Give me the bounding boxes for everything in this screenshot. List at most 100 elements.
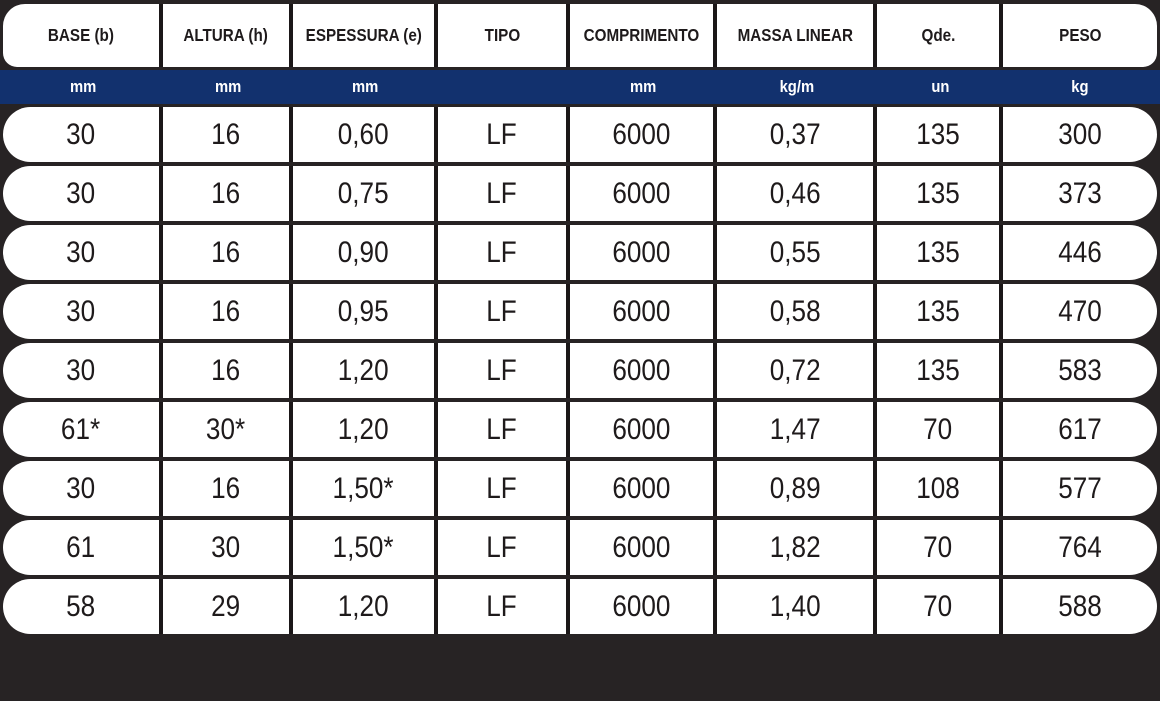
table-cell-label: LF — [486, 589, 518, 623]
table-cell-label: 0,89 — [769, 471, 821, 505]
table-cell-label: 30 — [66, 235, 96, 269]
table-cell: LF — [438, 166, 570, 221]
table-cell-label: 617 — [1058, 412, 1102, 446]
table-row: 30 16 1,20 LF 6000 0,72 135 583 — [3, 343, 1157, 398]
table-cell-label: 6000 — [612, 412, 671, 446]
table-cell-label: 70 — [923, 412, 953, 446]
table-cell-label: 577 — [1058, 471, 1102, 505]
table-cell: 29 — [163, 579, 293, 634]
table-cell-label: 30* — [206, 412, 246, 446]
table-cell: 16 — [163, 284, 293, 339]
column-header-base-b-label: BASE (b) — [48, 25, 114, 45]
table-cell: LF — [438, 225, 570, 280]
table-cell-label: 0,58 — [769, 294, 821, 328]
table-cell-label: LF — [486, 294, 518, 328]
table-cell-label: 135 — [916, 235, 960, 269]
table-cell-label: 6000 — [612, 530, 671, 564]
table-cell-label: 6000 — [612, 176, 671, 210]
unit-massa-linear-label: kg/m — [779, 77, 815, 96]
table-cell: 6000 — [570, 461, 717, 516]
table-cell-label: 30 — [211, 530, 241, 564]
table-cell: 1,20 — [293, 402, 438, 457]
table-cell: 0,60 — [293, 107, 438, 162]
table-cell: 0,46 — [717, 166, 877, 221]
table-cell: 1,50* — [293, 520, 438, 575]
table-cell: 0,55 — [717, 225, 877, 280]
column-header-espessura-e: ESPESSURA (e) — [293, 4, 438, 67]
column-header-altura-h-label: ALTURA (h) — [183, 25, 269, 45]
table-cell-label: 16 — [211, 235, 241, 269]
table-cell: 1,50* — [293, 461, 438, 516]
table-cell: 6000 — [570, 579, 717, 634]
table-cell-label: 16 — [211, 117, 241, 151]
table-cell-label: 1,47 — [769, 412, 821, 446]
table-cell: 30 — [3, 225, 163, 280]
table-cell-label: 30 — [66, 471, 96, 505]
table-cell: LF — [438, 461, 570, 516]
table-cell: 30 — [3, 461, 163, 516]
table-cell: 58 — [3, 579, 163, 634]
table-cell: 617 — [1003, 402, 1157, 457]
table-cell-label: 0,55 — [769, 235, 821, 269]
table-cell: 61* — [3, 402, 163, 457]
table-cell: LF — [438, 107, 570, 162]
table-cell: 0,95 — [293, 284, 438, 339]
table-cell: 16 — [163, 461, 293, 516]
table-cell-label: 70 — [923, 589, 953, 623]
table-cell-label: LF — [486, 353, 518, 387]
table-cell: 1,20 — [293, 343, 438, 398]
table-cell: 470 — [1003, 284, 1157, 339]
table-cell: 30 — [3, 166, 163, 221]
table-cell-label: 1,20 — [338, 589, 389, 623]
table-cell-label: 135 — [916, 294, 960, 328]
unit-espessura-e-label: mm — [352, 77, 379, 96]
table-row: 30 16 1,50* LF 6000 0,89 108 577 — [3, 461, 1157, 516]
table-cell-label: 108 — [916, 471, 960, 505]
table-cell: 6000 — [570, 284, 717, 339]
table-cell-label: 0,95 — [338, 294, 389, 328]
table-row: 30 16 0,95 LF 6000 0,58 135 470 — [3, 284, 1157, 339]
table-cell-label: 1,40 — [769, 589, 821, 623]
table-cell-label: 300 — [1058, 117, 1102, 151]
table-cell: 30 — [163, 520, 293, 575]
unit-altura-h-label: mm — [214, 77, 242, 96]
unit-comprimento-label: mm — [630, 77, 657, 96]
table-cell-label: 583 — [1058, 353, 1102, 387]
table-cell-label: 61* — [61, 412, 101, 446]
table-cell: 6000 — [570, 225, 717, 280]
column-header-espessura-e-label: ESPESSURA (e) — [305, 25, 422, 45]
table-cell-label: LF — [486, 530, 518, 564]
table-cell: 135 — [877, 284, 1003, 339]
table-cell: 135 — [877, 166, 1003, 221]
table-cell-label: 1,50* — [333, 530, 394, 564]
table-cell: 0,58 — [717, 284, 877, 339]
unit-peso-label: kg — [1071, 77, 1089, 96]
table-cell-label: 30 — [66, 117, 96, 151]
table-cell-label: 6000 — [612, 294, 671, 328]
column-header-comprimento: COMPRIMENTO — [570, 4, 717, 67]
table-cell: LF — [438, 520, 570, 575]
table-cell-label: LF — [486, 235, 518, 269]
table-cell-label: 0,37 — [769, 117, 821, 151]
table-row: 30 16 0,75 LF 6000 0,46 135 373 — [3, 166, 1157, 221]
table-cell: 30 — [3, 343, 163, 398]
table-cell: 30 — [3, 284, 163, 339]
table-cell-label: 16 — [211, 471, 241, 505]
table-cell-label: 1,20 — [338, 353, 389, 387]
table-cell: 70 — [877, 579, 1003, 634]
table-cell-label: 0,90 — [338, 235, 389, 269]
table-cell: LF — [438, 284, 570, 339]
table-body: 30 16 0,60 LF 6000 0,37 135 300 30 16 0,75 LF 6000 0,… — [0, 107, 1160, 634]
table-cell: 6000 — [570, 343, 717, 398]
table-cell: 577 — [1003, 461, 1157, 516]
table-cell-label: 6000 — [612, 117, 671, 151]
table-cell: 70 — [877, 520, 1003, 575]
table-cell: 16 — [163, 107, 293, 162]
table-cell: 0,75 — [293, 166, 438, 221]
unit-tipo — [438, 70, 570, 104]
table-cell-label: LF — [486, 471, 518, 505]
column-header-base-b: BASE (b) — [3, 4, 163, 67]
column-header-massa-linear: MASSA LINEAR — [717, 4, 877, 67]
unit-altura-h: mm — [163, 70, 293, 104]
